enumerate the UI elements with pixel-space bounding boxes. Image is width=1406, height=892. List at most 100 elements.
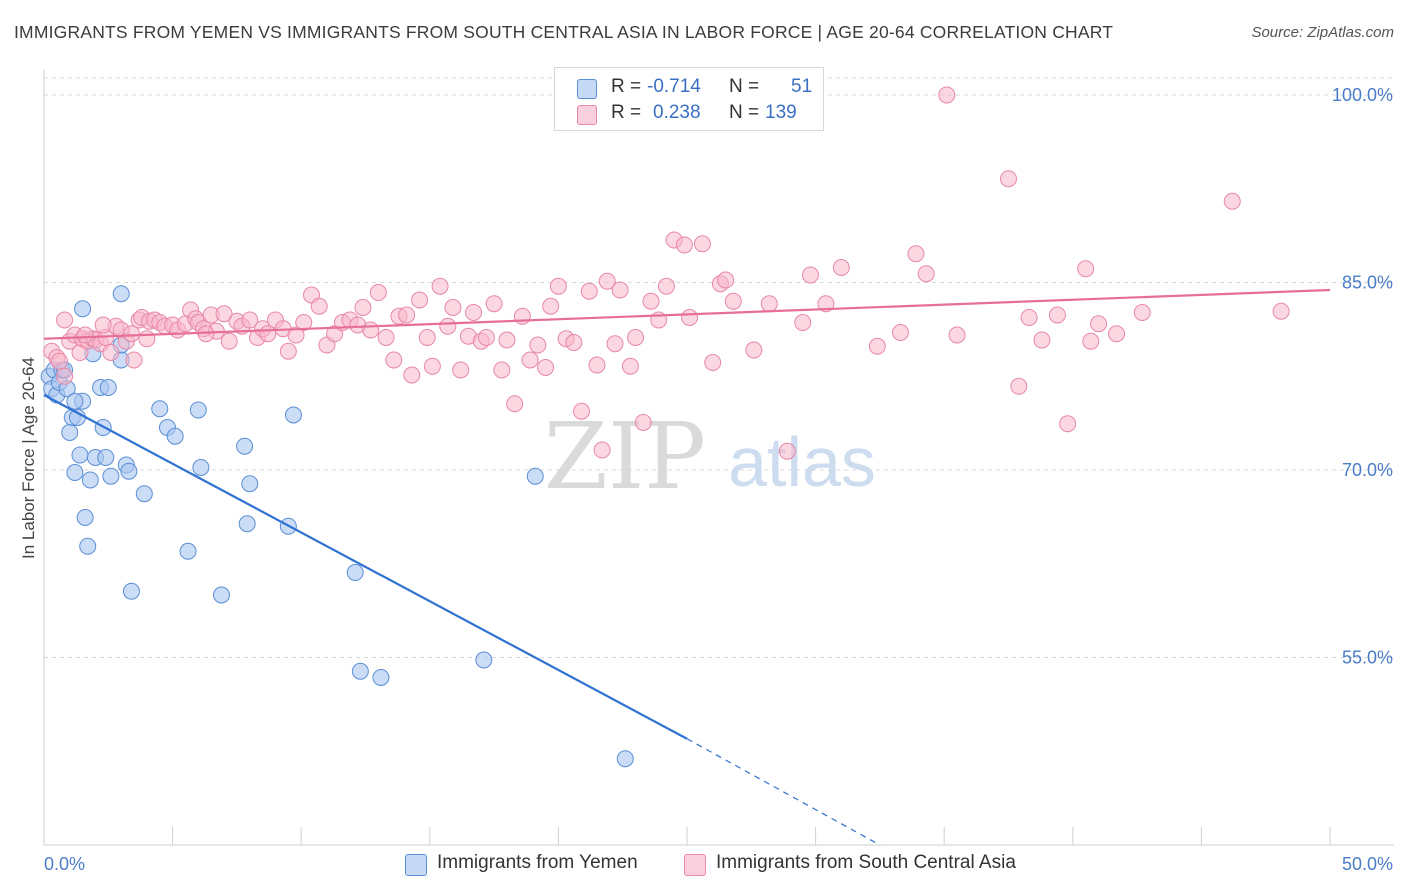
yemen-point (236, 437, 254, 455)
yemen-point (99, 379, 117, 396)
sca-point (891, 324, 909, 341)
sca-point (485, 295, 503, 313)
yemen-point (61, 424, 79, 441)
legend-r-value: 0.238 (653, 102, 701, 123)
sca-point (431, 277, 449, 295)
sca-point (1000, 170, 1017, 188)
sca-point (377, 329, 395, 346)
sca-point (745, 341, 763, 359)
yemen-point (346, 564, 364, 581)
yemen-point (66, 392, 84, 410)
sca-point (50, 352, 68, 370)
yemen-point (475, 651, 493, 669)
sca-point (938, 86, 956, 104)
sca-point (760, 295, 778, 313)
sca-point (56, 367, 74, 385)
sca-point (907, 245, 925, 263)
sca-point (573, 402, 591, 420)
sca-point (493, 361, 511, 379)
sca-point (778, 442, 796, 460)
sca-point (1010, 377, 1028, 395)
sca-point (125, 351, 143, 369)
yemen-point (102, 467, 120, 485)
sca-point (287, 326, 305, 344)
yemen-point (76, 509, 94, 526)
sca-point (1048, 306, 1066, 324)
source-label: Source: ZipAtlas.com (1251, 24, 1394, 41)
sca-point (1059, 415, 1077, 433)
chart-title: IMMIGRANTS FROM YEMEN VS IMMIGRANTS FROM… (14, 22, 1114, 42)
sca-point (657, 277, 675, 295)
sca-point (606, 335, 624, 353)
legend-swatch-sca (577, 105, 597, 125)
watermark: ZIP atlas (544, 403, 876, 510)
sca-point (403, 366, 421, 384)
sca-point (549, 277, 567, 295)
sca-point (138, 330, 156, 348)
yemen-point (135, 485, 153, 503)
sca-point (102, 344, 120, 361)
x-tick-label: 0.0% (44, 854, 85, 874)
yemen-point (526, 467, 544, 485)
sca-point (542, 297, 560, 315)
sca-point (506, 395, 524, 413)
sca-point (642, 292, 660, 310)
sca-point (537, 359, 555, 376)
sca-point (681, 309, 699, 326)
yemen-point (151, 400, 169, 418)
sca-point (832, 259, 850, 276)
trend-lines (43, 288, 1331, 846)
sca-point (1223, 192, 1241, 210)
yemen-trend-extension (686, 738, 881, 846)
sca-point (56, 311, 74, 329)
sca-point (580, 282, 598, 300)
sca-point (693, 235, 711, 253)
sca-point (1082, 332, 1100, 350)
sca-point (94, 316, 112, 334)
sca-point (724, 292, 742, 310)
sca-point (465, 304, 483, 321)
y-tick-label: 100.0% (1332, 85, 1393, 105)
legend-n-value: 51 (791, 76, 813, 97)
sca-point (801, 266, 819, 284)
sca-point (704, 354, 722, 371)
yemen-point (74, 300, 92, 318)
sca-point (452, 361, 470, 379)
legend-n-value: 139 (765, 102, 797, 123)
yemen-point (97, 449, 115, 466)
y-axis-label: In Labor Force | Age 20-64 (19, 357, 38, 559)
yemen-point (616, 750, 634, 768)
correlation-legend: R = -0.714 N = 51 R = 0.238 N = 139 (554, 67, 824, 131)
yemen-point (166, 427, 184, 445)
sca-trend-line (43, 288, 1331, 340)
sca-point (1108, 325, 1126, 343)
y-tick-label: 70.0% (1342, 460, 1393, 480)
sca-point (498, 331, 516, 349)
sca-point (717, 271, 735, 289)
yemen-point (372, 669, 390, 686)
sca-point (310, 297, 328, 315)
yemen-point (112, 285, 130, 303)
legend-swatch-yemen (577, 79, 597, 99)
legend-r-value: -0.714 (647, 76, 701, 97)
sca-point (76, 326, 94, 344)
sca-point (279, 342, 297, 360)
legend-r-label: R = (611, 76, 642, 97)
bottom-legend-label-yemen: Immigrants from Yemen (437, 852, 638, 873)
sca-point (1020, 309, 1038, 326)
sca-point (948, 326, 966, 344)
sca-point (593, 441, 611, 459)
sca-point (362, 321, 380, 339)
sca-point (917, 265, 935, 283)
sca-point (794, 314, 812, 331)
sca-point (627, 329, 645, 346)
sca-point (817, 295, 835, 313)
sca-point (868, 337, 886, 355)
sca-point (385, 351, 403, 369)
legend-r-label: R = (611, 102, 642, 123)
legend-n-label: N = (729, 76, 760, 97)
sca-point (621, 357, 639, 375)
sca-point (354, 299, 372, 316)
sca-point (598, 272, 616, 290)
